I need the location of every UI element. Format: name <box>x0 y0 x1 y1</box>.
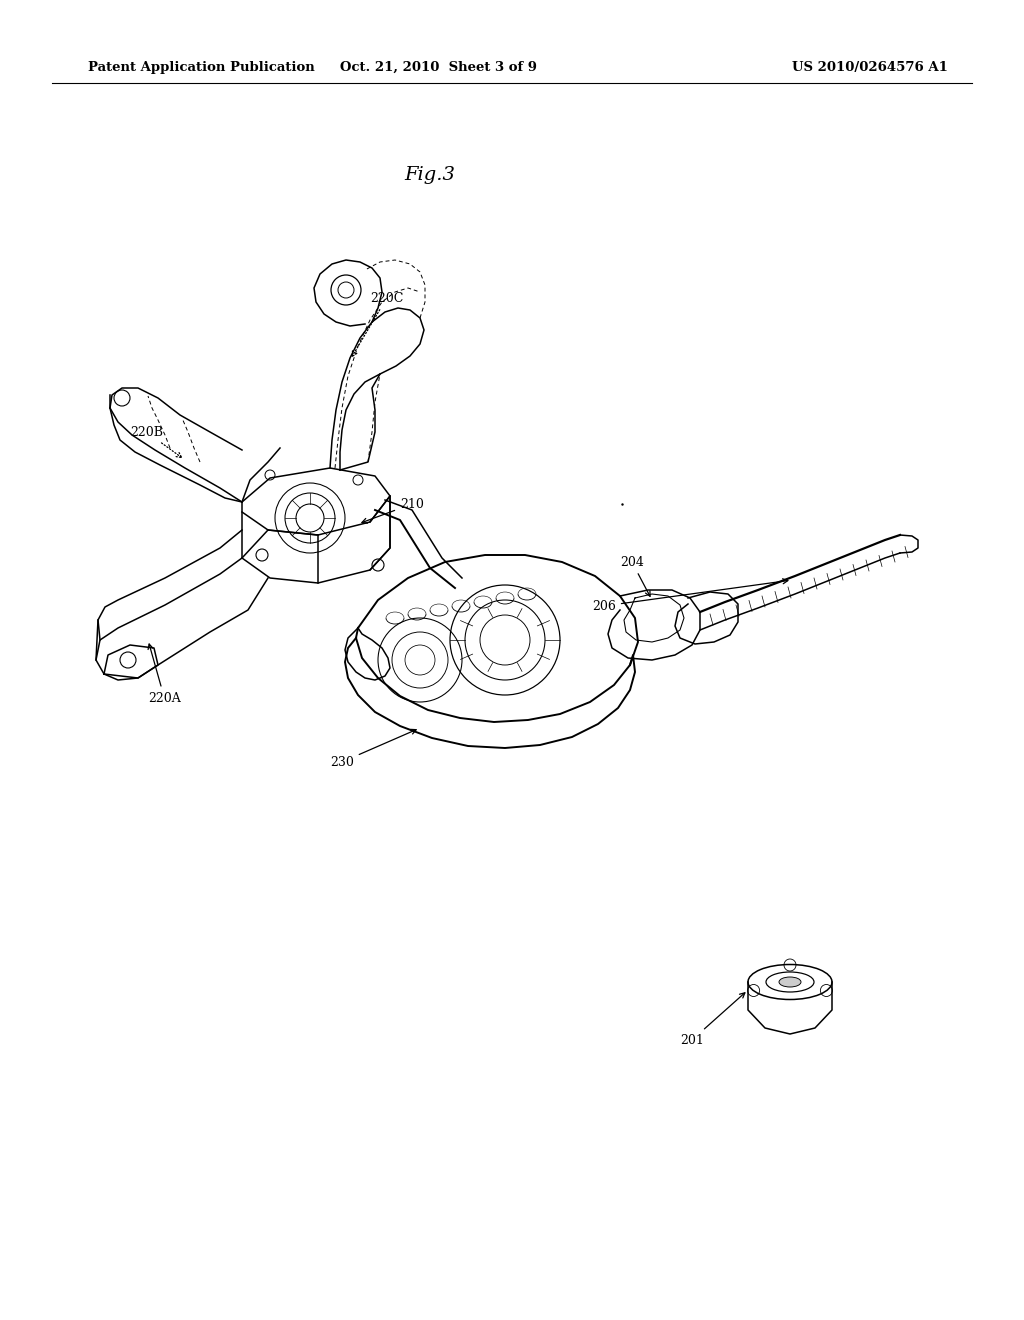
Text: 220B: 220B <box>130 425 181 458</box>
Text: Oct. 21, 2010  Sheet 3 of 9: Oct. 21, 2010 Sheet 3 of 9 <box>340 61 537 74</box>
Text: 204: 204 <box>620 556 650 597</box>
Text: 230: 230 <box>330 730 416 768</box>
Text: 210: 210 <box>361 498 424 523</box>
Ellipse shape <box>779 977 801 987</box>
Text: Fig.3: Fig.3 <box>404 166 456 183</box>
Text: Patent Application Publication: Patent Application Publication <box>88 61 314 74</box>
Text: 220A: 220A <box>148 644 181 705</box>
Text: 201: 201 <box>680 993 744 1047</box>
Text: 220C: 220C <box>352 292 403 356</box>
Text: US 2010/0264576 A1: US 2010/0264576 A1 <box>792 61 948 74</box>
Text: 206: 206 <box>592 578 787 612</box>
